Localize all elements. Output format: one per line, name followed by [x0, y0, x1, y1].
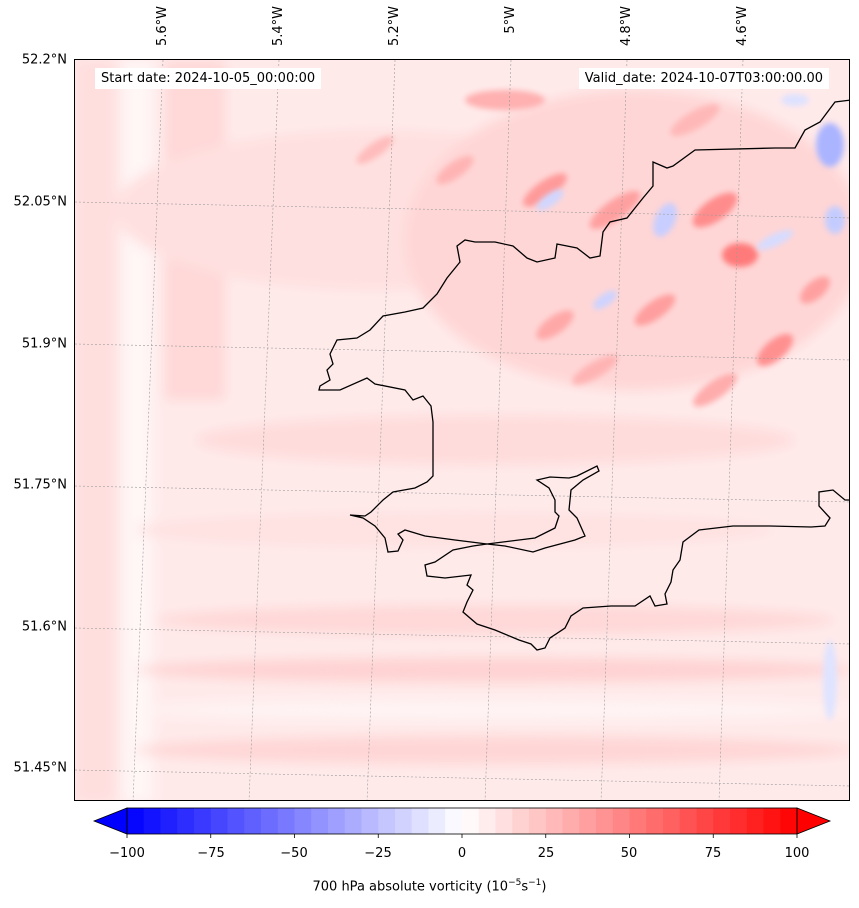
vorticity-map: Start date: 2024-10-05_00:00:00 Valid_da… — [74, 59, 850, 801]
lat-label-51-45: 51.45°N — [13, 760, 67, 776]
colorbar-cell — [160, 808, 178, 834]
colorbar-cells — [127, 808, 798, 834]
colorbar-label-text: 700 hPa absolute vorticity (10 — [312, 879, 509, 895]
colorbar-tick-marks — [126, 834, 798, 838]
colorbar-cell — [428, 808, 446, 834]
colorbar-cell — [529, 808, 547, 834]
colorbar-cell — [646, 808, 664, 834]
lat-label-51-75: 51.75°N — [13, 477, 67, 493]
colorbar-tick-label: −25 — [364, 846, 392, 861]
colorbar-tick-label: 50 — [620, 846, 638, 861]
colorbar-cell — [612, 808, 631, 834]
colorbar-cell — [763, 808, 781, 834]
colorbar-cell — [679, 808, 698, 834]
colorbar-cell — [462, 808, 480, 834]
colorbar-label-exponent: −5 — [508, 878, 522, 888]
colorbar-label: 700 hPa absolute vorticity (10−5s−1) — [0, 878, 859, 894]
colorbar-cell — [127, 808, 145, 834]
colorbar-cell — [596, 808, 614, 834]
start-date-label: Start date: 2024-10-05_00:00:00 — [95, 68, 322, 89]
colorbar-cell — [244, 808, 262, 834]
colorbar-cell — [395, 808, 413, 834]
lat-label-51-6: 51.6°N — [21, 619, 67, 635]
colorbar-cell — [629, 808, 647, 834]
colorbar-tick-label: 25 — [537, 846, 555, 861]
colorbar-cell — [261, 808, 279, 834]
colorbar-cell — [780, 808, 798, 834]
colorbar-cell — [411, 808, 430, 834]
colorbar-cell — [344, 808, 363, 834]
colorbar-cell — [311, 808, 329, 834]
colorbar-tick-label: 100 — [784, 846, 810, 861]
colorbar-cell — [294, 808, 312, 834]
colorbar-cell — [562, 808, 580, 834]
colorbar-cell — [194, 808, 212, 834]
colorbar-cell — [696, 808, 714, 834]
colorbar-cell — [277, 808, 296, 834]
colorbar-cell — [495, 808, 513, 834]
colorbar-cell — [512, 808, 530, 834]
colorbar-cell — [177, 808, 195, 834]
valid-date-label: Valid_date: 2024-10-07T03:00:00.00 — [578, 68, 829, 89]
colorbar-cell — [713, 808, 731, 834]
colorbar-cell — [210, 808, 229, 834]
lat-label-52-05: 52.05°N — [13, 194, 67, 210]
colorbar-tick-label: −75 — [197, 846, 225, 861]
field-streaks-positive — [356, 90, 830, 407]
colorbar-cell — [663, 808, 681, 834]
colorbar-min-extend-arrow — [92, 807, 128, 835]
colorbar-cell — [445, 808, 463, 834]
colorbar-tick-label: −50 — [280, 846, 308, 861]
lat-label-52-2: 52.2°N — [21, 52, 67, 68]
colorbar-tick-label: 75 — [704, 846, 722, 861]
colorbar-max-extend-arrow — [796, 807, 832, 835]
colorbar-cell — [361, 808, 379, 834]
colorbar-tick-label: 0 — [457, 846, 467, 861]
field-streaks-negative — [536, 94, 845, 720]
colorbar-cell — [730, 808, 748, 834]
colorbar-cell — [328, 808, 346, 834]
field-bands — [75, 60, 849, 800]
colorbar-cell — [579, 808, 597, 834]
colorbar-tick-label: −100 — [109, 846, 145, 861]
colorbar-label-exponent: −1 — [528, 878, 542, 888]
colorbar-cell — [143, 808, 162, 834]
graticule — [75, 60, 849, 800]
colorbar-cell — [746, 808, 765, 834]
colorbar-cell — [545, 808, 564, 834]
vorticity-field — [75, 60, 849, 800]
colorbar-label-unit: s — [521, 879, 529, 895]
colorbar-cell — [378, 808, 396, 834]
lat-label-51-9: 51.9°N — [21, 336, 67, 352]
coastline — [318, 99, 849, 651]
colorbar-cell — [227, 808, 245, 834]
colorbar-cell — [478, 808, 497, 834]
colorbar-label-end: ) — [541, 879, 547, 895]
